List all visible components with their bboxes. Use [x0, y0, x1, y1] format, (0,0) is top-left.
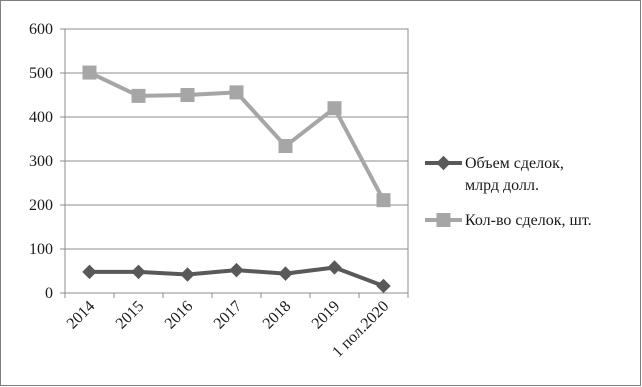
series-layer — [82, 65, 391, 294]
y-tick-label: 100 — [29, 241, 53, 258]
data-point — [180, 267, 195, 282]
data-point — [376, 278, 391, 294]
y-tick-label: 400 — [29, 109, 53, 126]
x-tick-label: 2019 — [309, 298, 344, 333]
y-tick-label: 200 — [29, 197, 53, 214]
y-tick-label: 600 — [29, 21, 53, 38]
data-point — [376, 193, 391, 208]
data-point — [278, 266, 293, 281]
data-point — [180, 88, 195, 102]
legend-label: млрд долл. — [465, 177, 539, 194]
legend-entry-2: Кол-во сделок, шт. — [425, 212, 592, 229]
legend-label: Объем сделок, — [465, 155, 564, 172]
data-point — [82, 65, 97, 80]
data-point — [131, 88, 146, 103]
y-tick-label: 500 — [29, 65, 53, 82]
gridlines — [65, 72, 408, 250]
x-tick-label: 2014 — [64, 298, 99, 333]
data-point — [131, 264, 146, 280]
data-point — [327, 260, 342, 275]
x-tick-label: 2017 — [211, 298, 246, 333]
series-2 — [82, 65, 391, 208]
x-tick-label: 2016 — [162, 298, 197, 333]
y-axis-ticks: 0 100 200 300 400 500 600 — [29, 21, 65, 302]
y-tick-label: 0 — [45, 285, 53, 302]
legend-swatch-marker — [436, 213, 451, 227]
y-tick-label: 300 — [29, 153, 53, 170]
data-point — [278, 139, 293, 154]
data-point — [82, 264, 97, 280]
data-point — [229, 85, 244, 100]
legend-label: Кол-во сделок, шт. — [465, 212, 592, 229]
x-tick-label: 2015 — [113, 298, 148, 333]
x-tick-label: 2018 — [260, 298, 295, 333]
legend: Объем сделок, млрд долл. Кол-во сделок, шт… — [425, 155, 592, 229]
legend-swatch-marker — [436, 155, 451, 171]
series-1 — [82, 260, 391, 294]
data-point — [229, 262, 244, 278]
data-point — [327, 101, 342, 116]
legend-entry-1: Объем сделок, млрд долл. — [425, 155, 564, 194]
